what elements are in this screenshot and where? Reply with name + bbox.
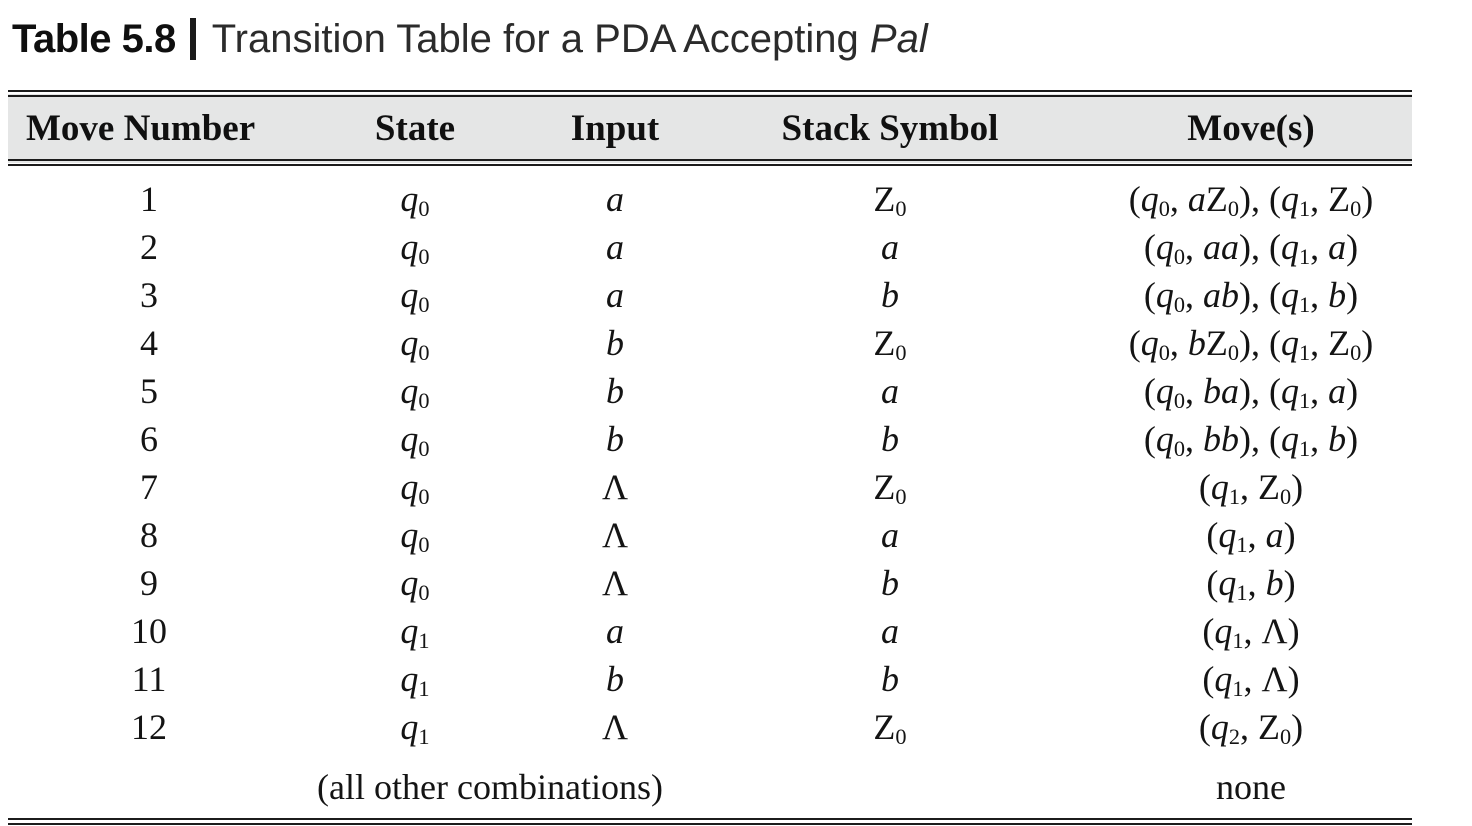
table-caption-label: Table 5.8 [12,17,176,61]
transition-table-row: 3 q0 a b (q0, ab), (q1, b) [8,272,1412,320]
cell-moves: (q1, b) [1206,563,1296,605]
cell-stack-symbol: b [881,659,899,700]
cell-state: q0 [400,275,430,317]
cell-input: Λ [601,707,629,748]
cell-move-number: 9 [140,563,158,604]
transition-table-footer: (all other combinations) none [8,754,1412,822]
caption-divider-bar [189,18,196,60]
header-moves: Move(s) [1090,93,1412,166]
cell-move-number: 4 [140,323,158,364]
cell-move-number: 11 [131,659,167,700]
table-caption-title: Transition Table for a PDA Accepting Pal [212,19,928,59]
cell-input: b [606,419,624,460]
cell-moves: (q0, aZ0), (q1, Z0) [1128,179,1374,221]
cell-stack-symbol: Z0 [873,179,907,221]
transition-table-row: 8 q0 Λ a (q1, a) [8,512,1412,560]
cell-stack-symbol: Z0 [873,323,907,365]
cell-move-number: 7 [140,467,158,508]
transition-table-row: 11 q1 b b (q1, Λ) [8,656,1412,704]
cell-state: q0 [400,227,430,269]
cell-state: q0 [400,371,430,413]
pda-transition-table: Move Number State Input Stack Symbol Mov… [8,90,1412,825]
cell-moves: (q1, Z0) [1198,467,1304,509]
transition-table-row: 6 q0 b b (q0, bb), (q1, b) [8,416,1412,464]
cell-input: a [606,179,624,220]
cell-stack-symbol: a [881,515,899,556]
transition-table-row: 2 q0 a a (q0, aa), (q1, a) [8,224,1412,272]
cell-moves: (q0, bZ0), (q1, Z0) [1128,323,1374,365]
cell-state: q0 [400,515,430,557]
transition-table-body: 1 q0 a Z0 (q0, aZ0), (q1, Z0) 2 q0 a a (… [8,163,1412,755]
cell-input: b [606,323,624,364]
header-stack-symbol: Stack Symbol [690,93,1090,166]
cell-moves: (q1, Λ) [1202,659,1300,701]
cell-state: q0 [400,419,430,461]
transition-table-row: 9 q0 Λ b (q1, b) [8,560,1412,608]
cell-move-number: 5 [140,371,158,412]
cell-input: b [606,371,624,412]
cell-state: q1 [400,611,430,653]
cell-input: a [606,611,624,652]
cell-state: q1 [400,659,430,701]
cell-move-number: 6 [140,419,158,460]
cell-input: Λ [601,515,629,556]
footer-all-other-combinations: (all other combinations) [317,767,663,808]
cell-moves: (q0, aa), (q1, a) [1143,227,1359,269]
cell-moves: (q1, a) [1206,515,1296,557]
cell-stack-symbol: b [881,563,899,604]
caption-title-italic-word: Pal [869,17,928,61]
transition-table-header: Move Number State Input Stack Symbol Mov… [8,93,1412,166]
header-row: Move Number State Input Stack Symbol Mov… [8,93,1412,166]
cell-input: b [606,659,624,700]
table-caption: Table 5.8 Transition Table for a PDA Acc… [12,14,1472,64]
cell-move-number: 1 [140,179,158,220]
cell-move-number: 12 [131,707,167,748]
header-move-number: Move Number [8,93,290,166]
cell-stack-symbol: Z0 [873,467,907,509]
footer-empty-cell [8,754,290,822]
cell-moves: (q0, ab), (q1, b) [1143,275,1359,317]
cell-input: a [606,275,624,316]
cell-move-number: 8 [140,515,158,556]
cell-moves: (q0, bb), (q1, b) [1143,419,1359,461]
transition-table-row: 7 q0 Λ Z0 (q1, Z0) [8,464,1412,512]
transition-table-row: 5 q0 b a (q0, ba), (q1, a) [8,368,1412,416]
cell-input: Λ [601,563,629,604]
cell-stack-symbol: a [881,611,899,652]
cell-stack-symbol: Z0 [873,707,907,749]
transition-table-row: 1 q0 a Z0 (q0, aZ0), (q1, Z0) [8,163,1412,225]
header-input: Input [540,93,690,166]
cell-moves: (q2, Z0) [1198,707,1304,749]
cell-input: a [606,227,624,268]
cell-stack-symbol: a [881,227,899,268]
cell-stack-symbol: a [881,371,899,412]
footer-empty-cell [690,754,1090,822]
cell-state: q0 [400,467,430,509]
header-state: State [290,93,540,166]
cell-state: q0 [400,179,430,221]
cell-state: q0 [400,563,430,605]
cell-move-number: 2 [140,227,158,268]
cell-stack-symbol: b [881,275,899,316]
transition-table-row: 12 q1 Λ Z0 (q2, Z0) [8,704,1412,754]
cell-stack-symbol: b [881,419,899,460]
footer-moves-none: none [1216,767,1286,808]
footer-row: (all other combinations) none [8,754,1412,822]
transition-table-row: 10 q1 a a (q1, Λ) [8,608,1412,656]
cell-moves: (q1, Λ) [1202,611,1300,653]
caption-title-text: Transition Table for a PDA Accepting [211,17,859,61]
cell-input: Λ [601,467,629,508]
cell-state: q0 [400,323,430,365]
transition-table-row: 4 q0 b Z0 (q0, bZ0), (q1, Z0) [8,320,1412,368]
cell-state: q1 [400,707,430,749]
cell-move-number: 10 [131,611,167,652]
cell-move-number: 3 [140,275,158,316]
cell-moves: (q0, ba), (q1, a) [1143,371,1359,413]
